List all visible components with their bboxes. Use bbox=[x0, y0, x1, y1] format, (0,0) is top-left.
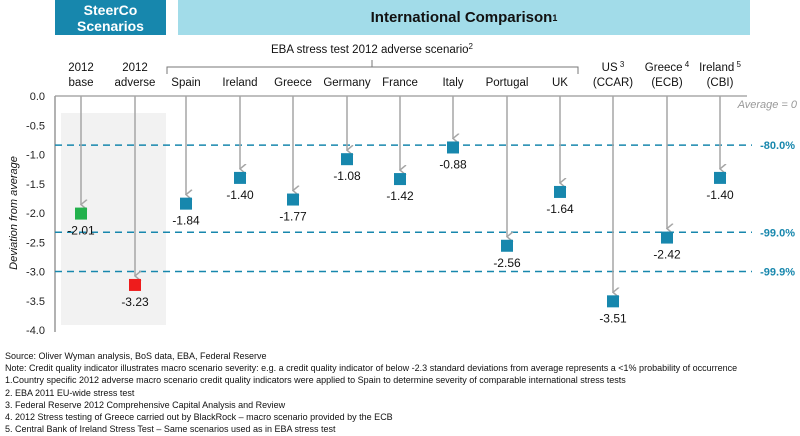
international-comparison-header: International Comparison 1 bbox=[178, 0, 750, 35]
y-tick-label: 0.0 bbox=[30, 91, 45, 103]
y-tick-label: -3.5 bbox=[26, 296, 45, 308]
category-label: adverse bbox=[115, 77, 156, 89]
category-label: Italy bbox=[442, 77, 463, 89]
data-label: -3.23 bbox=[121, 295, 149, 309]
data-marker bbox=[287, 193, 299, 206]
data-marker bbox=[394, 173, 406, 186]
footnote-3: 3. Federal Reserve 2012 Comprehensive Ca… bbox=[5, 399, 286, 410]
y-tick-label: -3.0 bbox=[26, 267, 45, 279]
footnotes: Source: Oliver Wyman analysis, BoS data,… bbox=[5, 350, 737, 435]
y-axis-label: Deviation from average bbox=[8, 156, 20, 270]
steerco-line2: Scenarios bbox=[77, 17, 144, 34]
category-label: UK bbox=[552, 77, 568, 89]
data-marker bbox=[180, 197, 192, 210]
y-tick-label: -4.0 bbox=[26, 325, 45, 337]
data-marker bbox=[75, 207, 87, 220]
category-label-line1: US 3 bbox=[602, 60, 625, 74]
category-label: (CBI) bbox=[707, 77, 734, 89]
y-tick-label: -2.5 bbox=[26, 237, 45, 249]
category-label: (CCAR) bbox=[593, 77, 633, 89]
category-label: Portugal bbox=[486, 77, 529, 89]
category-label: Spain bbox=[171, 77, 200, 89]
category-label: (ECB) bbox=[651, 77, 682, 89]
data-label: -2.56 bbox=[493, 256, 521, 270]
international-title: International Comparison bbox=[370, 9, 553, 26]
y-tick-label: -0.5 bbox=[26, 120, 45, 132]
footnote-1: 1.Country specific 2012 adverse macro sc… bbox=[5, 375, 626, 386]
category-label-line1: 2012 bbox=[68, 62, 94, 74]
category-label-line1: Greece 4 bbox=[645, 60, 690, 74]
data-marker bbox=[661, 231, 673, 244]
data-label: -1.40 bbox=[706, 188, 734, 202]
category-label: base bbox=[69, 77, 94, 89]
category-label: Ireland bbox=[222, 77, 257, 89]
category-label: France bbox=[382, 77, 418, 89]
footnote-4: 4. 2012 Stress testing of Greece carried… bbox=[5, 412, 393, 423]
threshold-label: -99.0% bbox=[760, 227, 795, 239]
data-marker bbox=[607, 295, 619, 308]
eba-bracket bbox=[166, 60, 579, 74]
data-label: -1.64 bbox=[546, 202, 574, 216]
data-label: -2.42 bbox=[653, 248, 681, 262]
data-marker bbox=[447, 141, 459, 154]
data-marker bbox=[234, 171, 246, 184]
average-label: Average = 0 bbox=[737, 99, 798, 111]
data-marker bbox=[714, 171, 726, 184]
data-marker bbox=[554, 185, 566, 198]
data-marker bbox=[501, 239, 513, 252]
data-label: -3.51 bbox=[599, 311, 627, 325]
data-label: -1.42 bbox=[386, 189, 414, 203]
category-label: Germany bbox=[323, 77, 371, 89]
note-source: Source: Oliver Wyman analysis, BoS data,… bbox=[5, 351, 267, 361]
data-label: -1.84 bbox=[172, 214, 200, 228]
category-label-line1: 2012 bbox=[122, 62, 148, 74]
steerco-line1: SteerCo bbox=[83, 1, 138, 18]
y-tick-label: -2.0 bbox=[26, 208, 45, 220]
category-label: Greece bbox=[274, 77, 312, 89]
data-label: -2.01 bbox=[67, 224, 95, 238]
data-label: -1.77 bbox=[279, 210, 307, 224]
y-tick-label: -1.5 bbox=[26, 179, 45, 191]
international-sup: 1 bbox=[552, 12, 558, 23]
note-general: Note: Credit quality indicator illustrat… bbox=[5, 363, 738, 374]
category-label-line1: Ireland 5 bbox=[699, 60, 741, 74]
footnote-5: 5. Central Bank of Ireland Stress Test –… bbox=[5, 424, 336, 435]
deviation-chart: 0.0 -0.5 -1.0 -1.5 -2.0 -2.5 -3.0 -3.5 -4.0 Devia… bbox=[8, 42, 798, 337]
y-tick-label: -1.0 bbox=[26, 150, 45, 162]
data-label: -0.88 bbox=[439, 157, 467, 171]
data-label: -1.08 bbox=[333, 169, 361, 183]
threshold-label: -80.0% bbox=[760, 140, 795, 152]
footnote-2: 2. EBA 2011 EU-wide stress test bbox=[5, 387, 135, 398]
threshold-label: -99.9% bbox=[760, 267, 795, 279]
data-marker bbox=[129, 278, 141, 291]
data-label: -1.40 bbox=[226, 188, 254, 202]
steerco-scenarios-header: SteerCo Scenarios bbox=[55, 0, 166, 35]
eba-group-label: EBA stress test 2012 adverse scenario2 bbox=[271, 42, 474, 56]
data-marker bbox=[341, 153, 353, 166]
